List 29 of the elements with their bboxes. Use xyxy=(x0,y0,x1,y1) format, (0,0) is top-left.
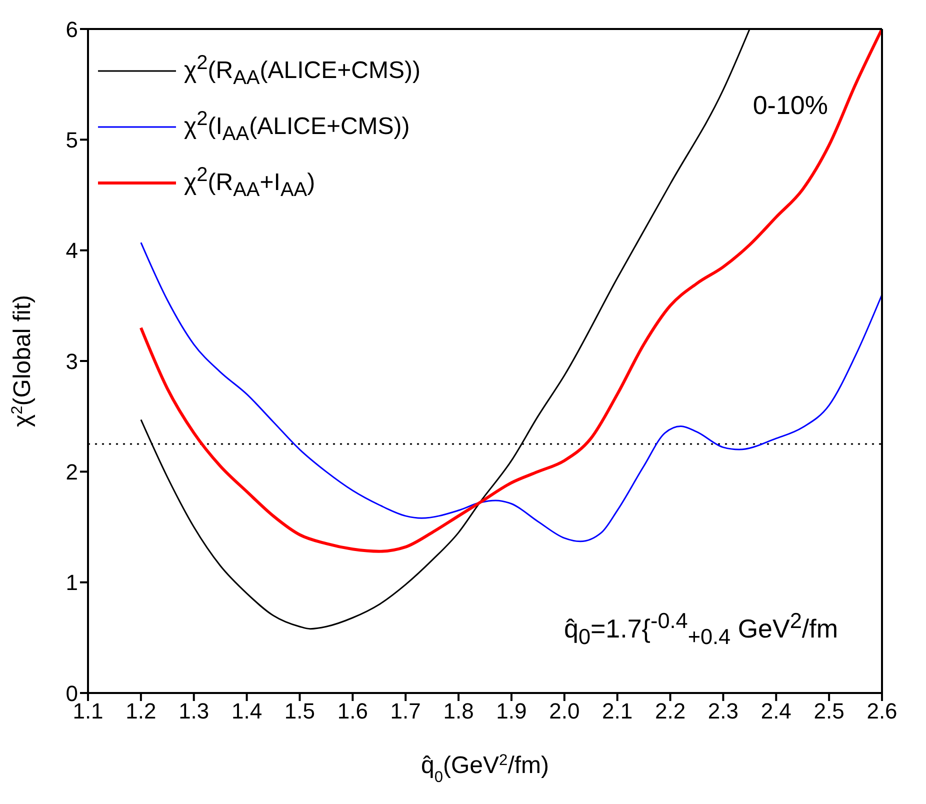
y-tick-label: 1 xyxy=(66,570,78,596)
x-tick-label: 1.8 xyxy=(443,698,474,724)
y-tick-label: 6 xyxy=(66,16,78,42)
x-tick-label: 2.3 xyxy=(708,698,738,724)
x-tick-label: 1.5 xyxy=(284,698,316,724)
y-tick-label: 4 xyxy=(66,238,78,264)
x-tick-label: 2.2 xyxy=(654,698,686,724)
y-tick-label: 2 xyxy=(66,459,78,484)
x-tick-label: 1.7 xyxy=(390,698,421,724)
annotation: q̂$_{0}$=1.7{$^{-0.4}$$_{+0.4}$ GeV$^{2}$/fm xyxy=(564,608,838,650)
x-tick-label: 2.4 xyxy=(760,698,792,724)
annotation: 0-10% xyxy=(752,90,828,121)
x-axis-title: q̂$_{0}$(GeV$^{2}$/fm) xyxy=(420,752,550,786)
x-tick-label: 2.1 xyxy=(602,698,633,724)
y-tick-label: 3 xyxy=(66,348,78,374)
legend-label: χ$^{2}$(R$_{AA}$(ALICE+CMS)) xyxy=(184,52,420,90)
x-tick-label: 1.3 xyxy=(178,698,210,724)
x-tick-label: 2.6 xyxy=(866,698,898,724)
legend-label: χ$^{2}$(R$_{AA}$+I$_{AA}$) xyxy=(184,164,316,202)
x-tick-label: 1.4 xyxy=(232,698,262,724)
x-tick-label: 1.2 xyxy=(126,698,156,724)
x-tick-label: 1.6 xyxy=(337,698,368,724)
x-tick-label: 2.0 xyxy=(549,698,580,724)
x-tick-label: 1.9 xyxy=(496,698,527,724)
line-series xyxy=(140,242,882,542)
line-series xyxy=(139,29,882,553)
legend-label: χ$^{2}$(I$_{AA}$(ALICE+CMS)) xyxy=(184,108,410,146)
x-tick-label: 2.5 xyxy=(814,698,844,724)
y-tick-label: 5 xyxy=(66,127,78,152)
